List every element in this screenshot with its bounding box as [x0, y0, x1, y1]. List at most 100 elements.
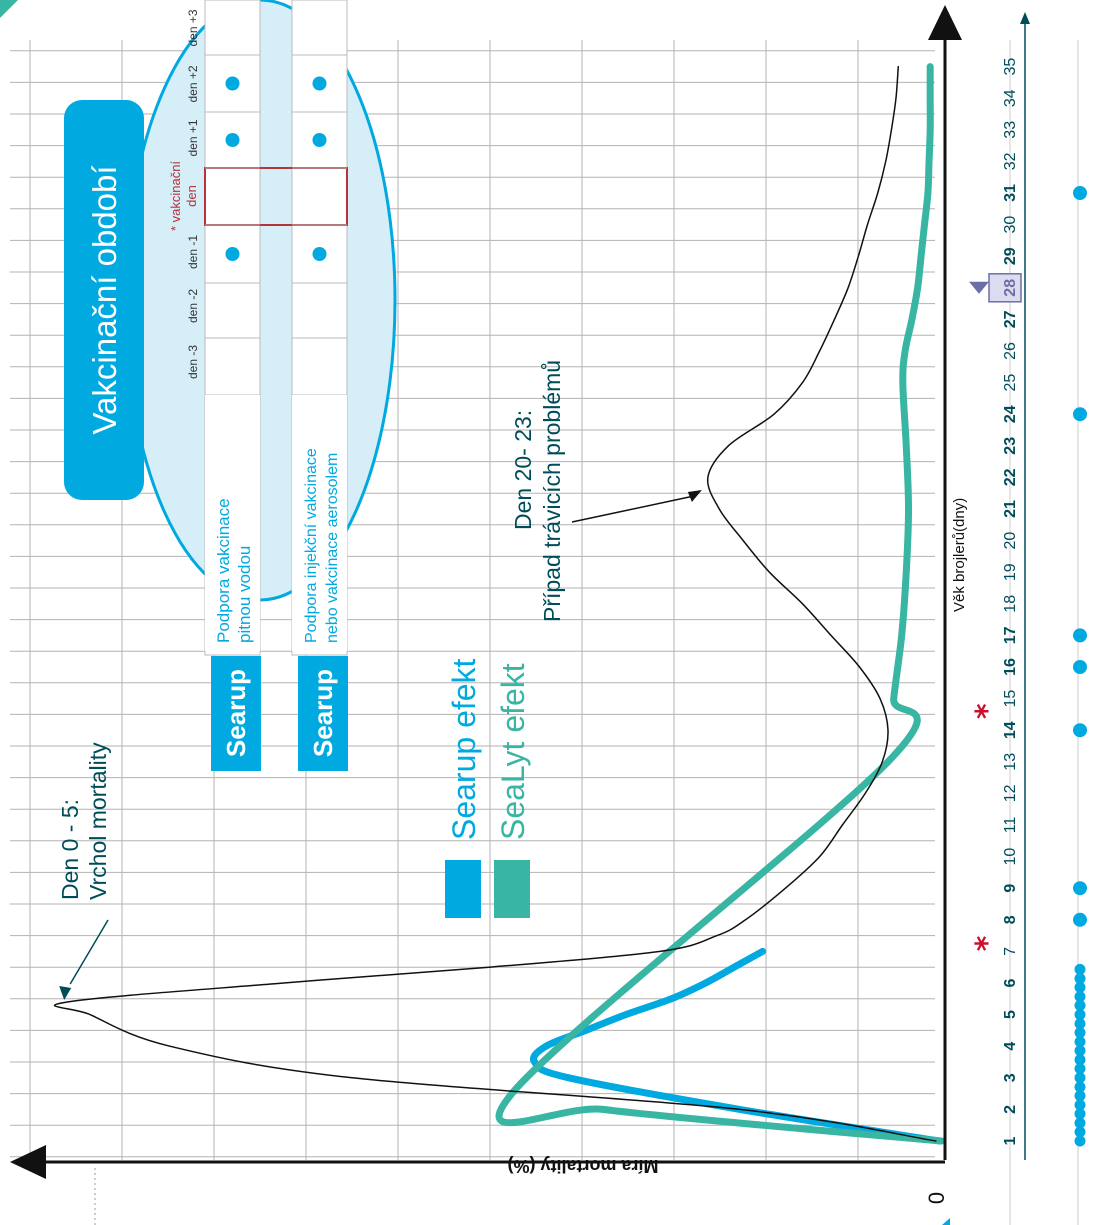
annotation-digestive: Den 20- 23: Případ trávicích problémů	[510, 360, 565, 622]
x-tick-label: 10	[1002, 848, 1019, 866]
red-star-icon: *	[970, 935, 1005, 951]
day-header-minus-1: den -1	[186, 235, 200, 269]
dot-row-dot	[1073, 723, 1087, 738]
y-baseline-small-arrow	[942, 1218, 950, 1225]
vaccination-dot	[225, 247, 240, 261]
row-1-desc-line1: Podpora vakcinace	[214, 498, 233, 643]
vaccination-dot	[225, 133, 240, 147]
vaccination-dot	[225, 76, 240, 91]
dot-row-dot	[1074, 1054, 1086, 1066]
dot-row	[1073, 186, 1087, 1147]
x-tick-label: 18	[1002, 595, 1019, 613]
x-tick-label: 32	[1002, 152, 1019, 170]
x-tick-label: 31	[1002, 184, 1019, 202]
x-tick-label: 2	[1002, 1105, 1019, 1114]
searup-badge-1-label: Searup	[221, 669, 251, 757]
row-1-desc-line2: pitnou vodou	[235, 546, 254, 643]
dot-row-dot	[1074, 1126, 1086, 1138]
annotation-digestive-line2: Případ trávicích problémů	[539, 360, 565, 622]
y-axis-arrow-icon	[10, 1145, 46, 1179]
annotation-peak-arrow	[69, 919, 109, 985]
row-2-desc-line1: Podpora injekční vakcinace	[303, 448, 320, 643]
day-header-vacc-line2: den	[184, 185, 199, 207]
x-tick-label: 25	[1002, 374, 1019, 392]
x-tick-label: 9	[1002, 884, 1019, 893]
day-header-vacc-line1: * vakcinační	[168, 161, 183, 231]
x-tick-label: 6	[1002, 978, 1019, 987]
dot-row-dot	[1073, 881, 1087, 896]
vaccination-day-box	[204, 167, 348, 226]
x-tick-labels: 1234567891011121314151617181920212223242…	[969, 58, 1022, 1145]
day-header-minus-2: den -2	[186, 289, 200, 323]
annotation-peak: Den 0 - 5: Vrchol mortality	[57, 742, 111, 900]
row-2-desc-line2: nebo vakcinace aerosolem	[324, 453, 341, 643]
x-tick-label: 7	[1002, 947, 1019, 956]
x-tick-label: 23	[1002, 437, 1019, 455]
series-line-mortality	[53, 65, 937, 1142]
x-tick-label: 1	[1002, 1136, 1019, 1145]
x-tick-label: 11	[1002, 817, 1019, 834]
y-tick-label-0: 0	[924, 1192, 949, 1204]
dot-row-dot	[1074, 973, 1086, 985]
searup-badge-1	[211, 656, 261, 771]
series-line-Searup efekt	[530, 947, 943, 1145]
vaccination-section: Vakcinační období den -3 den -2 den -1 *…	[64, 0, 397, 771]
day-header-plus-2: den +2	[186, 65, 200, 102]
dot-row-dot	[1074, 963, 1086, 975]
dot-row-dot	[1074, 981, 1086, 993]
row-1-desc-bg	[205, 395, 260, 651]
dot-row-dot	[1074, 1081, 1086, 1093]
dot-row-dot	[1073, 628, 1087, 643]
red-star-icon: *	[970, 703, 1005, 719]
day-header-plus-3: den +3	[186, 9, 200, 46]
highlight-day-box	[988, 273, 1022, 303]
x-tick-label: 17	[1002, 626, 1019, 644]
dot-row-dot	[1074, 1108, 1086, 1120]
x-tick-label: 26	[1002, 342, 1019, 360]
x-tick-label: 14	[1002, 721, 1019, 739]
dot-row-dot	[1073, 186, 1087, 200]
corner-triangle-decoration	[0, 0, 18, 18]
vaccination-title: Vakcinační období	[86, 165, 123, 434]
x-tick-label: 35	[1002, 58, 1019, 76]
legend-label-sealyt: SeaLyt efekt	[495, 663, 531, 840]
annotation-peak-arrowhead-icon	[59, 985, 72, 1000]
dot-row-dot	[1074, 1045, 1086, 1057]
x-tick-label: 33	[1002, 121, 1019, 139]
x-tick-label: 16	[1002, 658, 1019, 676]
annotation-peak-line2: Vrchol mortality	[85, 742, 111, 900]
dot-row-dot	[1074, 1117, 1086, 1129]
x-axis-label: Věk brojlerů(dny)	[951, 498, 968, 612]
legend: Searup efekt SeaLyt efekt	[445, 658, 531, 918]
dot-row-dot	[1073, 660, 1087, 674]
legend-swatch-searup	[445, 860, 481, 918]
day-scale-arrow-icon	[1020, 12, 1030, 24]
y-axis-label: Míra mortality (%)	[507, 1156, 658, 1176]
x-axis-arrow-icon	[928, 5, 962, 40]
dot-row-dot	[1074, 1027, 1086, 1039]
row-2-desc-bg	[292, 395, 347, 651]
axes	[10, 5, 1030, 1225]
vaccination-title-box	[64, 100, 144, 500]
x-tick-label: 28	[1002, 279, 1019, 297]
annotation-digestive-line1: Den 20- 23:	[510, 410, 536, 530]
x-tick-label: 20	[1002, 532, 1019, 550]
series-line-SeaLyt efekt	[495, 63, 946, 1145]
vaccination-row-2: Searup Podpora injekční vakcinace nebo v…	[292, 395, 348, 771]
dot-row-dot	[1074, 1036, 1086, 1048]
dot-row-dot	[1074, 1135, 1086, 1147]
vaccination-dot	[312, 76, 327, 91]
legend-label-searup: Searup efekt	[446, 658, 482, 840]
annotation-digestive-arrowhead-icon	[687, 490, 702, 503]
x-tick-label: 29	[1002, 247, 1019, 265]
annotation-digestive-arrow	[571, 495, 695, 523]
x-tick-label: 13	[1002, 753, 1019, 771]
searup-badge-2	[298, 656, 348, 771]
x-tick-label: 34	[1002, 89, 1019, 107]
dot-row-dot	[1074, 1072, 1086, 1084]
day-header-plus-1: den +1	[186, 119, 200, 156]
dot-row-dot	[1073, 407, 1087, 422]
vaccination-day-cells	[205, 0, 347, 396]
highlight-day-marker-icon	[969, 281, 989, 294]
